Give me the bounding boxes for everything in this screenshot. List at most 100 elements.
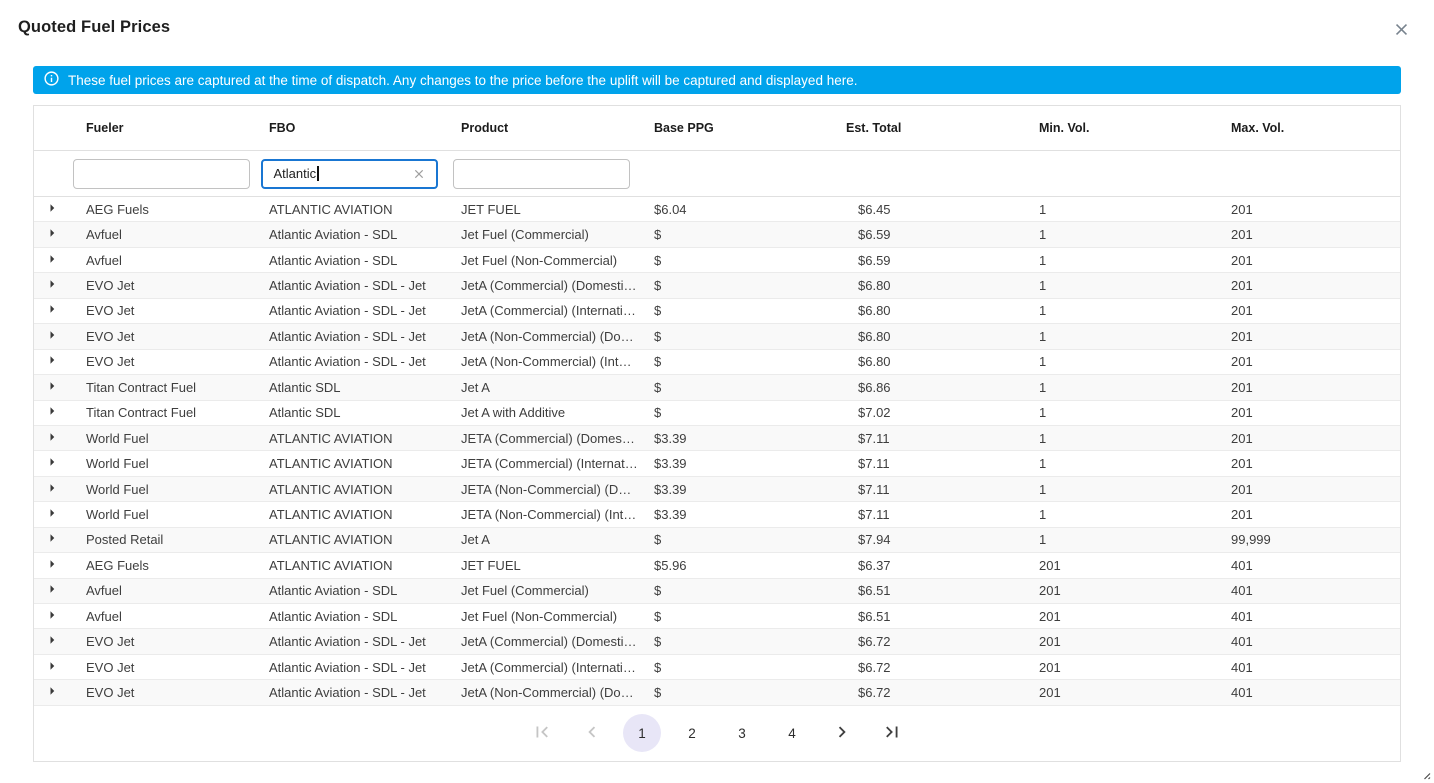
cell-max-vol: 201 xyxy=(1231,278,1253,294)
cell-est-total: $7.02 xyxy=(858,405,891,421)
cell-product: Jet A xyxy=(461,532,490,548)
expand-row-button[interactable] xyxy=(34,528,70,552)
column-header-product[interactable]: Product xyxy=(461,121,509,135)
page-button-2[interactable]: 2 xyxy=(673,714,711,752)
cell-min-vol: 1 xyxy=(1039,354,1047,370)
table-row: Titan Contract Fuel Atlantic SDL Jet A wit… xyxy=(34,401,1400,426)
expand-row-button[interactable] xyxy=(34,299,70,323)
expand-arrow-icon xyxy=(43,479,61,500)
expand-row-button[interactable] xyxy=(34,324,70,348)
page-button-1[interactable]: 1 xyxy=(623,714,661,753)
cell-max-vol: 201 xyxy=(1231,252,1253,268)
cell-max-vol: 201 xyxy=(1231,506,1253,522)
cell-fueler: EVO Jet xyxy=(86,659,135,675)
fueler-filter-input[interactable] xyxy=(73,158,250,189)
cell-est-total: $6.72 xyxy=(858,685,891,701)
cell-product: Jet A xyxy=(461,379,490,395)
expand-arrow-icon xyxy=(43,504,61,525)
cell-fueler: EVO Jet xyxy=(86,303,135,319)
pagination-last-button[interactable] xyxy=(873,714,911,752)
column-header-max-vol[interactable]: Max. Vol. xyxy=(1231,121,1285,135)
cell-fbo: ATLANTIC AVIATION xyxy=(269,201,393,217)
page-button-4[interactable]: 4 xyxy=(773,714,811,752)
column-header-base-ppg[interactable]: Base PPG xyxy=(654,121,714,135)
cell-fueler: Titan Contract Fuel xyxy=(86,405,197,421)
pagination-first-button[interactable] xyxy=(523,714,561,752)
cell-est-total: $6.86 xyxy=(858,379,891,395)
cell-max-vol: 201 xyxy=(1231,227,1253,243)
expand-arrow-icon xyxy=(43,275,61,296)
cell-est-total: $6.80 xyxy=(858,278,891,294)
expand-arrow-icon xyxy=(43,453,61,474)
expand-row-button[interactable] xyxy=(34,553,70,577)
cell-min-vol: 1 xyxy=(1039,201,1047,217)
cell-base-ppg: $ xyxy=(654,685,662,701)
expand-row-button[interactable] xyxy=(34,477,70,501)
close-button[interactable] xyxy=(1390,18,1413,41)
pagination-prev-button[interactable] xyxy=(573,714,611,752)
clear-filter-button[interactable] xyxy=(410,165,428,183)
cell-base-ppg: $ xyxy=(654,328,662,344)
cell-product: Jet Fuel (Non-Commercial) xyxy=(461,252,618,268)
column-header-fbo[interactable]: FBO xyxy=(269,121,296,135)
cell-fueler: World Fuel xyxy=(86,481,149,497)
expand-row-button[interactable] xyxy=(34,197,70,221)
cell-product: Jet A with Additive xyxy=(461,405,566,421)
cell-base-ppg: $3.39 xyxy=(654,456,687,472)
expand-row-button[interactable] xyxy=(34,273,70,297)
cell-fueler: World Fuel xyxy=(86,456,149,472)
cell-est-total: $7.11 xyxy=(858,481,890,497)
column-header-fueler[interactable]: Fueler xyxy=(86,121,124,135)
cell-fueler: EVO Jet xyxy=(86,354,135,370)
expand-row-button[interactable] xyxy=(34,350,70,374)
cell-product: JetA (Non-Commercial) (Do… xyxy=(461,685,634,701)
table-row: EVO Jet Atlantic Aviation - SDL - Jet JetA… xyxy=(34,350,1400,376)
info-icon xyxy=(43,70,60,90)
cell-min-vol: 1 xyxy=(1039,405,1047,421)
fbo-filter-input[interactable]: Atlantic xyxy=(260,158,438,189)
column-header-min-vol[interactable]: Min. Vol. xyxy=(1039,121,1090,135)
expand-row-button[interactable] xyxy=(34,655,70,679)
page-button-3[interactable]: 3 xyxy=(723,714,761,752)
table-row: EVO Jet Atlantic Aviation - SDL - Jet JetA… xyxy=(34,680,1400,706)
expand-arrow-icon xyxy=(43,529,61,550)
cell-base-ppg: $ xyxy=(654,583,662,599)
expand-row-button[interactable] xyxy=(34,604,70,628)
cell-est-total: $6.80 xyxy=(858,328,891,344)
expand-row-button[interactable] xyxy=(34,502,70,526)
cell-fueler: EVO Jet xyxy=(86,278,135,294)
cell-min-vol: 1 xyxy=(1039,278,1047,294)
column-header-est-total[interactable]: Est. Total xyxy=(846,121,902,135)
expand-arrow-icon xyxy=(43,580,61,601)
cell-min-vol: 1 xyxy=(1039,506,1047,522)
pagination-next-button[interactable] xyxy=(823,714,861,752)
cell-min-vol: 1 xyxy=(1039,430,1047,446)
cell-fbo: Atlantic Aviation - SDL - Jet xyxy=(269,278,426,294)
cell-est-total: $6.72 xyxy=(858,659,891,675)
resize-handle-icon[interactable] xyxy=(1421,770,1431,780)
cell-fueler: World Fuel xyxy=(86,506,149,522)
expand-arrow-icon xyxy=(43,377,61,398)
cell-est-total: $6.51 xyxy=(858,583,891,599)
cell-max-vol: 201 xyxy=(1231,379,1253,395)
expand-row-button[interactable] xyxy=(34,401,70,425)
expand-row-button[interactable] xyxy=(34,680,70,704)
cell-max-vol: 401 xyxy=(1231,659,1253,675)
expand-row-button[interactable] xyxy=(34,426,70,450)
expand-row-button[interactable] xyxy=(34,222,70,246)
cell-base-ppg: $6.04 xyxy=(654,201,687,217)
expand-row-button[interactable] xyxy=(34,579,70,603)
product-filter-input[interactable] xyxy=(453,158,630,189)
cell-est-total: $6.37 xyxy=(858,557,891,573)
expand-row-button[interactable] xyxy=(34,375,70,399)
expand-row-button[interactable] xyxy=(34,629,70,653)
prev-page-icon xyxy=(581,721,603,746)
expand-row-button[interactable] xyxy=(34,451,70,475)
cell-min-vol: 201 xyxy=(1039,659,1061,675)
expand-arrow-icon xyxy=(43,250,61,271)
cell-est-total: $7.11 xyxy=(858,506,890,522)
expand-row-button[interactable] xyxy=(34,248,70,272)
cell-min-vol: 1 xyxy=(1039,456,1047,472)
cell-fbo: Atlantic SDL xyxy=(269,405,341,421)
